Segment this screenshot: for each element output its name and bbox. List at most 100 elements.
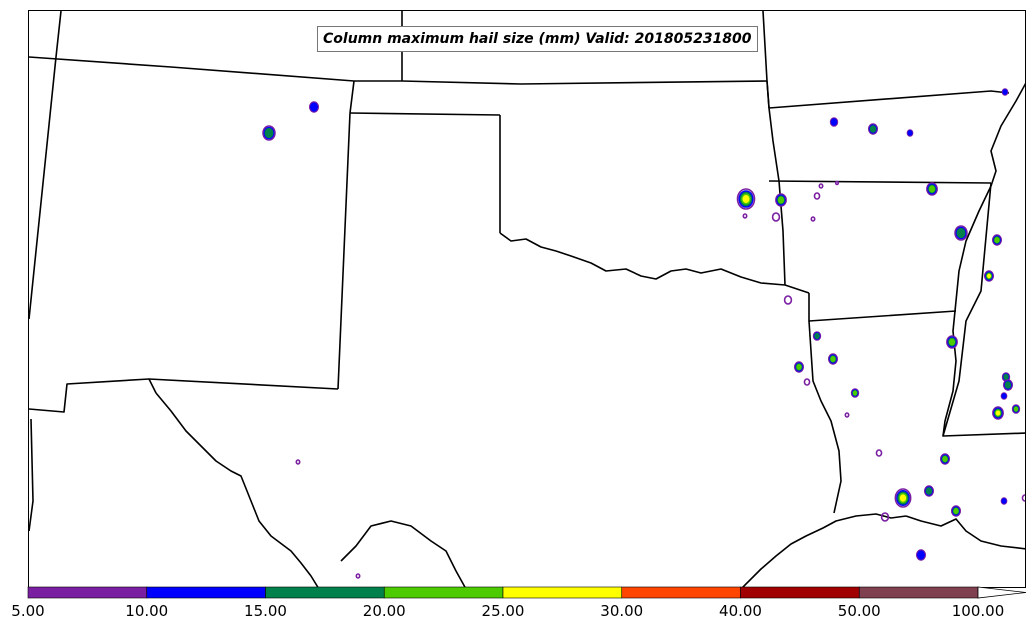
hail-cell	[869, 125, 877, 133]
hail-cell	[308, 101, 320, 113]
hail-cell	[906, 129, 914, 137]
border-ar-la	[808, 293, 957, 322]
border-utah-arizona	[29, 11, 62, 320]
hail-cell	[894, 488, 912, 508]
border-az-mx	[29, 418, 34, 532]
colorbar-tick-label: 10.00	[125, 602, 169, 620]
colorbar-tick-label: 20.00	[362, 602, 406, 620]
hail-cell	[1021, 494, 1025, 502]
hail-cell	[793, 361, 805, 373]
hail-cell	[880, 512, 890, 522]
border-ks-mo	[766, 80, 786, 286]
map-panel: Column maximum hail size (mm) Valid: 201…	[28, 10, 1026, 588]
hail-cell	[827, 353, 839, 365]
hail-cell	[742, 213, 748, 219]
hail-cell	[983, 270, 995, 282]
hail-cell	[987, 273, 991, 279]
colorbar-extend-arrow	[977, 586, 1027, 599]
hail-cell	[355, 573, 361, 579]
colorbar-tick-label: 40.00	[719, 602, 762, 620]
hail-cell	[777, 196, 785, 204]
colorbar-segment	[146, 586, 266, 599]
hail-cell	[926, 182, 938, 196]
hail-cell	[991, 234, 1003, 246]
hail-cell	[818, 183, 824, 189]
hail-cell	[1000, 497, 1008, 505]
mississippi-river	[942, 82, 1025, 437]
hail-cells	[262, 88, 1025, 579]
hail-cell	[946, 335, 958, 349]
border-nm-az	[29, 378, 150, 413]
hail-cell	[1011, 404, 1021, 414]
hail-cell	[742, 194, 750, 203]
hail-cell	[1001, 498, 1007, 504]
hail-cell	[852, 390, 858, 396]
hail-cell	[948, 338, 956, 346]
hail-cell	[956, 227, 966, 239]
border-ne-south	[354, 80, 768, 85]
hail-cell	[830, 118, 838, 126]
hail-cell	[812, 331, 822, 341]
colorbar-tick-label: 30.00	[600, 602, 644, 620]
map-canvas	[29, 11, 1025, 587]
hail-cell	[1013, 406, 1019, 412]
hail-cell	[1001, 88, 1009, 96]
colorbar-segment	[740, 586, 860, 599]
red-river	[499, 232, 786, 286]
border-nm-east	[337, 112, 351, 390]
hail-cell	[992, 406, 1004, 420]
colorbar-segment	[265, 586, 385, 599]
hail-cell	[736, 188, 756, 210]
border-wy-co	[29, 56, 355, 82]
border-mo-north	[768, 90, 1010, 109]
border-la-tx	[808, 320, 842, 514]
hail-cell	[264, 127, 274, 139]
colorbar-segment	[383, 586, 504, 599]
hail-cell	[867, 123, 879, 135]
hail-cell	[995, 410, 1001, 416]
border-nm-south	[148, 378, 339, 394]
border-mo-ar	[768, 180, 992, 184]
hail-cell	[829, 117, 839, 127]
hail-cell	[907, 130, 913, 136]
hail-cell	[928, 185, 936, 193]
hail-cell	[796, 363, 802, 370]
hail-cell	[942, 455, 948, 462]
rio-grande	[155, 392, 319, 587]
hail-cell	[925, 487, 933, 495]
hail-cell	[1000, 392, 1008, 400]
hail-cell	[803, 378, 811, 386]
hail-cell	[262, 125, 276, 141]
hail-cell	[814, 332, 820, 340]
colorbar-segment	[27, 586, 148, 599]
border-ok-ar	[784, 284, 810, 294]
border-ks-south	[349, 112, 501, 116]
colorbar-tick-label: 5.00	[11, 602, 45, 620]
hail-cell	[844, 412, 850, 418]
hail-cell	[953, 507, 959, 514]
hail-cell	[1001, 393, 1007, 399]
hail-cell	[899, 494, 907, 502]
hail-cell	[775, 193, 787, 207]
hail-cell	[295, 459, 301, 465]
hail-cell	[310, 102, 318, 112]
colorbar-segment	[502, 586, 623, 599]
hail-cell	[915, 549, 927, 561]
hail-cell	[950, 505, 962, 517]
hail-cell	[813, 192, 821, 200]
border-co-east	[349, 80, 355, 114]
colorbar	[27, 586, 1027, 599]
hail-cell	[834, 180, 840, 186]
hail-cell	[1002, 379, 1014, 391]
rio-grande-south	[340, 520, 466, 587]
gulf-coast-la	[905, 515, 1025, 550]
map-title: Column maximum hail size (mm) Valid: 201…	[317, 26, 758, 52]
colorbar-segment	[858, 586, 979, 599]
hail-cell	[1003, 373, 1009, 381]
hail-cell	[850, 388, 860, 398]
hail-cell	[810, 216, 816, 222]
hail-cell	[830, 355, 836, 362]
hail-cell	[771, 212, 781, 222]
hail-cell	[994, 236, 1000, 243]
border-ms-al	[942, 182, 1025, 437]
